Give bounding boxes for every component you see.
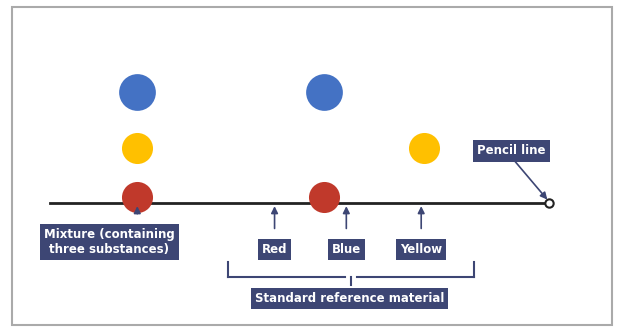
Text: Pencil line: Pencil line: [477, 144, 546, 157]
Text: Standard reference material: Standard reference material: [255, 292, 444, 305]
FancyBboxPatch shape: [12, 7, 612, 325]
Point: [132, 145, 142, 150]
Text: Blue: Blue: [332, 243, 361, 256]
Point: [319, 89, 329, 94]
Point: [419, 145, 429, 150]
Point: [319, 194, 329, 199]
Text: Mixture (containing
three substances): Mixture (containing three substances): [44, 228, 175, 256]
Text: Yellow: Yellow: [400, 243, 442, 256]
Point: [132, 89, 142, 94]
Point: [132, 194, 142, 199]
Text: Red: Red: [262, 243, 287, 256]
